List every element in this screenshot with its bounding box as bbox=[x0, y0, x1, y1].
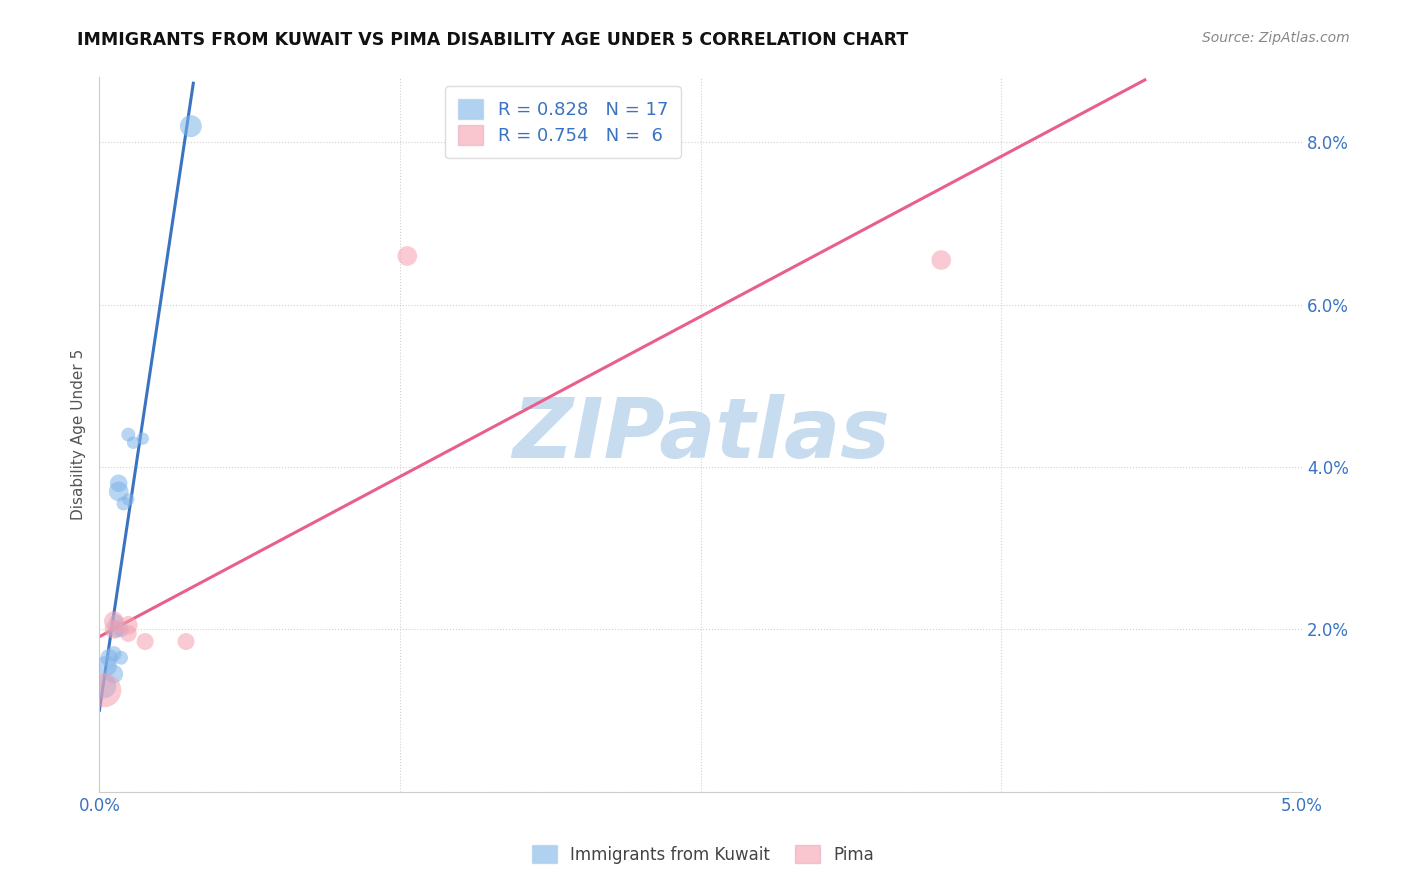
Text: IMMIGRANTS FROM KUWAIT VS PIMA DISABILITY AGE UNDER 5 CORRELATION CHART: IMMIGRANTS FROM KUWAIT VS PIMA DISABILIT… bbox=[77, 31, 908, 49]
Point bbox=[105, 623, 128, 637]
Point bbox=[110, 623, 132, 637]
Point bbox=[107, 484, 129, 499]
Point bbox=[396, 249, 419, 263]
Point bbox=[110, 650, 132, 665]
Legend: R = 0.828   N = 17, R = 0.754   N =  6: R = 0.828 N = 17, R = 0.754 N = 6 bbox=[446, 87, 681, 158]
Point bbox=[93, 683, 115, 698]
Point bbox=[180, 119, 202, 133]
Point bbox=[103, 623, 125, 637]
Point bbox=[122, 435, 145, 450]
Point bbox=[112, 497, 135, 511]
Point bbox=[103, 647, 125, 661]
Point bbox=[132, 432, 155, 446]
Point bbox=[117, 427, 139, 442]
Point bbox=[174, 634, 197, 648]
Point bbox=[105, 614, 128, 628]
Point bbox=[117, 492, 139, 507]
Point bbox=[93, 679, 115, 693]
Point bbox=[134, 634, 156, 648]
Point bbox=[103, 667, 125, 681]
Text: Source: ZipAtlas.com: Source: ZipAtlas.com bbox=[1202, 31, 1350, 45]
Point bbox=[96, 659, 118, 673]
Point bbox=[98, 650, 121, 665]
Y-axis label: Disability Age Under 5: Disability Age Under 5 bbox=[72, 349, 86, 520]
Point bbox=[929, 253, 952, 268]
Point bbox=[117, 626, 139, 640]
Point bbox=[107, 476, 129, 491]
Point bbox=[103, 614, 125, 628]
Legend: Immigrants from Kuwait, Pima: Immigrants from Kuwait, Pima bbox=[526, 838, 880, 871]
Point bbox=[117, 618, 139, 632]
Text: ZIPatlas: ZIPatlas bbox=[512, 394, 890, 475]
